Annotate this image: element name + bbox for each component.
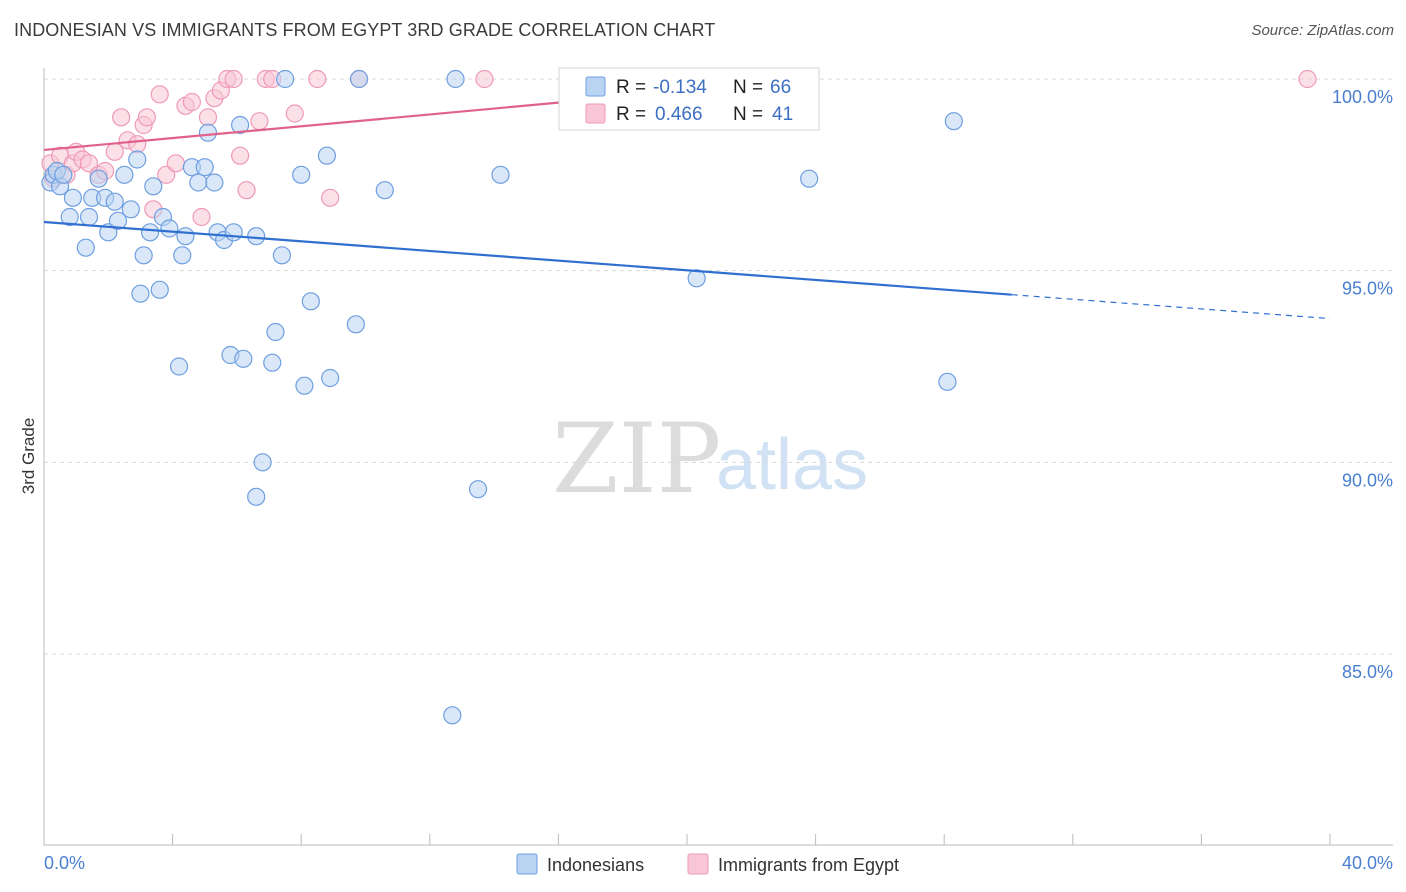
x-axis-ticks [43, 834, 1331, 845]
pink-n-value: 41 [772, 104, 793, 125]
legend-blue-label: Indonesians [547, 855, 644, 875]
watermark-atlas: atlas [716, 425, 868, 505]
blue-point-4 [54, 165, 73, 184]
blue-point-55 [446, 69, 465, 89]
x-tick-label-max: 40.0% [1342, 853, 1393, 873]
blue-point-38 [234, 349, 253, 368]
pink-point-27 [224, 69, 243, 89]
y-tick-label-0: 100.0% [1332, 87, 1393, 107]
stats-legend-box: R = -0.134 N = 66 R = 0.466 N = 41 [558, 67, 820, 131]
blue-point-49 [317, 146, 337, 165]
pink-r-label: R = [616, 104, 646, 125]
blue-n-label: N = [733, 77, 763, 98]
blue-point-37 [231, 115, 250, 135]
blue-point-18 [131, 284, 150, 303]
bottom-legend: Indonesians Immigrants from Egypt [516, 853, 899, 875]
blue-point-48 [301, 292, 320, 311]
blue-point-22 [150, 280, 169, 299]
legend-blue-swatch-icon [516, 853, 538, 875]
blue-point-16 [121, 200, 140, 219]
pink-point-22 [192, 207, 211, 227]
pink-point-17 [150, 85, 169, 104]
pink-point-30 [250, 112, 269, 131]
blue-point-8 [76, 238, 95, 257]
watermark-zip: ZIP [552, 403, 721, 515]
x-tick-label-min: 0.0% [44, 853, 85, 873]
pink-point-35 [321, 188, 340, 207]
blue-point-44 [272, 246, 292, 265]
blue-point-59 [687, 269, 706, 288]
blue-point-62 [944, 112, 963, 131]
blue-point-27 [176, 227, 195, 246]
blue-trend-line [43, 220, 1012, 296]
blue-point-43 [266, 322, 285, 342]
blue-point-20 [140, 223, 160, 242]
blue-point-40 [247, 487, 266, 506]
blue-point-26 [173, 246, 192, 265]
pink-point-13 [128, 135, 147, 154]
legend-pink-label: Immigrants from Egypt [718, 855, 899, 875]
blue-point-14 [108, 211, 128, 230]
blue-point-54 [443, 706, 462, 725]
y-tick-label-1: 95.0% [1342, 279, 1393, 299]
blue-point-24 [160, 219, 179, 238]
y-tick-label-3: 85.0% [1342, 662, 1393, 682]
pink-point-21 [182, 92, 201, 112]
blue-point-5 [60, 207, 79, 227]
blue-point-52 [349, 69, 369, 89]
pink-point-37 [475, 69, 494, 89]
pink-point-33 [285, 104, 304, 123]
blue-point-50 [321, 368, 340, 388]
blue-point-17 [128, 150, 147, 169]
blue-point-6 [63, 188, 83, 207]
blue-point-53 [375, 181, 394, 200]
source-label: Source: ZipAtlas.com [1251, 22, 1394, 39]
blue-r-value: -0.134 [653, 77, 707, 98]
pink-point-28 [231, 146, 250, 165]
pink-n-label: N = [733, 104, 763, 125]
blue-point-45 [276, 69, 295, 89]
blue-point-42 [263, 353, 282, 372]
blue-point-32 [205, 173, 224, 192]
pink-swatch-icon [585, 103, 606, 124]
blue-point-19 [134, 246, 153, 265]
pink-point-29 [237, 181, 256, 200]
blue-point-61 [938, 372, 957, 391]
y-tick-label-2: 90.0% [1342, 470, 1393, 490]
y-axis-title: 3rd Grade [19, 418, 38, 495]
blue-point-39 [247, 227, 266, 246]
pink-point-39 [1298, 69, 1317, 89]
blue-point-29 [189, 173, 208, 192]
blue-swatch-icon [585, 76, 606, 97]
blue-point-21 [144, 177, 163, 196]
blue-point-56 [468, 480, 488, 499]
blue-point-36 [224, 223, 243, 242]
blue-n-value: 66 [770, 77, 791, 98]
blue-point-7 [79, 207, 99, 227]
chart-title: INDONESIAN VS IMMIGRANTS FROM EGYPT 3RD … [14, 20, 716, 40]
blue-point-57 [491, 165, 510, 184]
blue-point-30 [195, 158, 214, 177]
blue-point-60 [800, 169, 819, 188]
blue-point-25 [169, 357, 189, 376]
y-tick-labels: 100.0% 95.0% 90.0% 85.0% [1332, 87, 1393, 682]
blue-point-51 [346, 315, 365, 334]
blue-point-47 [295, 376, 314, 395]
legend-pink-swatch-icon [687, 853, 709, 875]
blue-trend-extension [1011, 294, 1331, 320]
blue-point-41 [253, 453, 272, 472]
pink-point-11 [112, 108, 131, 127]
blue-point-46 [292, 165, 311, 184]
pink-point-15 [137, 108, 156, 127]
blue-point-10 [89, 169, 108, 188]
blue-point-15 [115, 165, 134, 184]
blue-point-13 [105, 192, 124, 211]
pink-r-value: 0.466 [655, 104, 703, 125]
blue-point-31 [198, 123, 218, 142]
blue-r-label: R = [616, 77, 646, 98]
pink-point-19 [166, 154, 185, 173]
pink-point-34 [308, 69, 327, 89]
pink-point-23 [198, 108, 218, 127]
